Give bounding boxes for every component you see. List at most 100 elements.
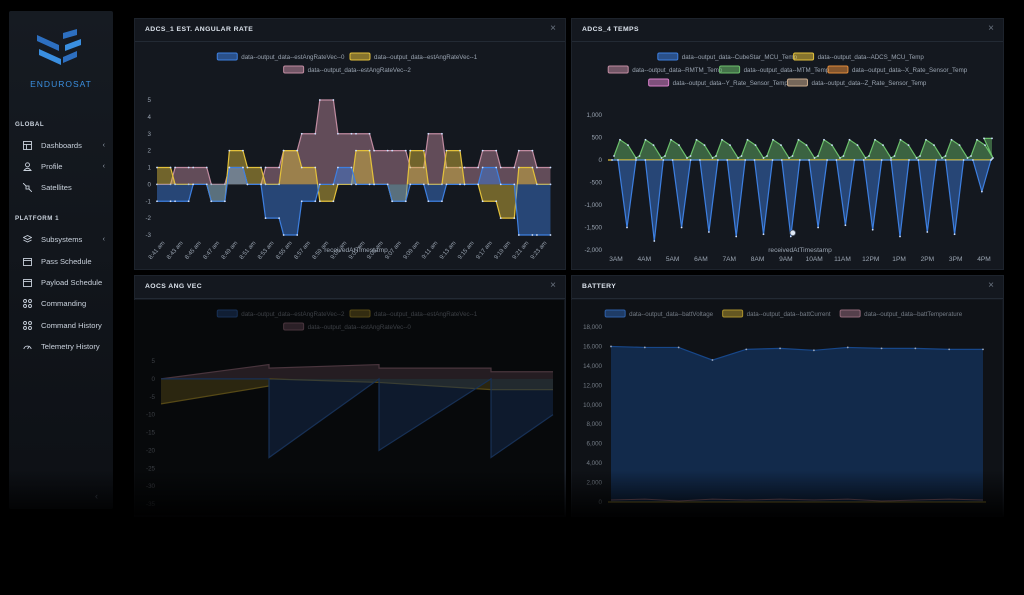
y-tick-label: 3	[148, 131, 152, 138]
y-tick-label: -2	[145, 215, 151, 222]
data-point	[264, 166, 267, 169]
data-point	[459, 149, 461, 152]
sidebar-item-commanding[interactable]: Commanding	[9, 295, 113, 311]
data-point	[536, 166, 538, 169]
data-point	[944, 159, 947, 161]
data-point	[823, 138, 825, 141]
data-point	[205, 183, 208, 186]
data-point	[899, 235, 901, 238]
data-point	[373, 183, 375, 186]
y-tick-label: -1	[145, 198, 151, 205]
data-point	[638, 155, 641, 157]
data-point	[441, 200, 443, 203]
data-point	[318, 183, 321, 186]
sidebar-item-dashboards[interactable]: Dashboards ‹	[9, 137, 113, 153]
data-point	[409, 183, 412, 186]
x-tick-label: 9:21 am	[512, 240, 531, 260]
series-area	[157, 100, 551, 185]
data-point	[187, 166, 190, 169]
data-point	[991, 137, 993, 140]
x-tick-label: 9:19 am	[494, 240, 513, 260]
data-point	[445, 183, 448, 186]
gauge-icon	[22, 341, 32, 351]
y-tick-label: 16,000	[583, 343, 602, 350]
y-tick-label: -1,000	[584, 202, 602, 209]
sidebar-item-satellites[interactable]: Satellites	[9, 179, 113, 195]
legend-swatch	[216, 52, 238, 61]
data-point	[517, 234, 520, 236]
data-point	[174, 183, 176, 186]
data-point	[174, 200, 176, 203]
data-point	[332, 99, 335, 101]
data-point	[441, 132, 443, 135]
y-tick-label: 12,000	[583, 382, 602, 389]
panel-battery: BATTERY × data--output_data--battVoltage…	[571, 275, 1004, 517]
legend-label: data--output_data--battVoltage	[629, 311, 713, 318]
sidebar-item-payload-schedule[interactable]: Payload Schedule	[9, 274, 113, 290]
data-point	[788, 157, 790, 159]
panel-title: ADCS_1 EST. ANGULAR RATE	[145, 26, 254, 33]
data-point	[318, 99, 321, 101]
data-point	[613, 155, 615, 157]
collapse-sidebar-icon[interactable]: ‹	[95, 491, 98, 501]
close-icon[interactable]: ×	[550, 280, 556, 291]
data-point	[156, 166, 158, 169]
legend-swatch	[827, 65, 849, 74]
chevron-left-icon: ‹	[102, 235, 105, 243]
panel-aocs-ang-vec: AOCS ANG VEC × data--output_data--estAng…	[134, 275, 566, 517]
close-icon[interactable]: ×	[988, 280, 994, 291]
data-point	[880, 159, 883, 161]
legend-swatch	[283, 322, 305, 331]
data-point	[864, 157, 867, 159]
y-tick-label: 0	[148, 181, 152, 188]
legend-label: data--output_data--estAngRateVec--0	[241, 54, 345, 61]
y-tick-label: -20	[146, 447, 156, 454]
x-tick-label: 8:41 am	[148, 240, 167, 260]
x-axis-title: receivedAtTimestamp	[324, 247, 388, 254]
data-point	[242, 166, 244, 169]
legend-swatch	[283, 65, 305, 74]
close-icon[interactable]: ×	[550, 23, 556, 34]
legend-swatch	[648, 78, 670, 87]
x-axis-title: receivedAtTimestamp	[768, 247, 832, 254]
data-point	[422, 166, 425, 169]
data-point	[459, 166, 461, 169]
data-point	[391, 149, 394, 152]
data-point	[300, 132, 303, 135]
sidebar-item-subsystems[interactable]: Subsystems ‹	[9, 231, 113, 247]
data-point	[941, 157, 943, 159]
cubestar-mcu-temp-area	[612, 159, 992, 241]
data-point	[228, 166, 231, 169]
data-point	[355, 149, 357, 152]
data-point	[771, 159, 774, 161]
sidebar-item-pass-schedule[interactable]: Pass Schedule	[9, 253, 113, 269]
data-point	[899, 138, 902, 141]
data-point	[332, 183, 335, 186]
data-point	[314, 166, 317, 169]
data-point	[174, 166, 176, 169]
data-point	[670, 138, 672, 141]
data-point	[826, 159, 828, 161]
sidebar-item-command-history[interactable]: Command History	[9, 317, 113, 333]
data-point	[187, 200, 190, 203]
data-point	[350, 183, 353, 186]
data-point	[169, 200, 172, 203]
data-point	[893, 155, 896, 157]
data-point	[689, 155, 692, 157]
close-icon[interactable]: ×	[988, 23, 994, 34]
data-point	[817, 226, 819, 229]
data-point	[970, 155, 972, 157]
legend-label: data--output_data--MTM_Temp	[744, 67, 830, 74]
data-point	[531, 234, 534, 236]
data-point	[337, 132, 339, 135]
chart-aocs-ang-vec: data--output_data--estAngRateVec--2 data-…	[146, 309, 554, 508]
sidebar-item-label: Pass Schedule	[41, 256, 92, 266]
sidebar-item-profile[interactable]: Profile ‹	[9, 158, 113, 174]
sidebar-item-telemetry-history[interactable]: Telemetry History	[9, 338, 113, 354]
panel-divider	[135, 298, 565, 299]
data-point	[726, 159, 729, 161]
y-tick-label: 1,000	[587, 112, 603, 119]
x-tick-label: 4AM	[638, 256, 652, 263]
data-point	[717, 159, 719, 161]
data-point	[981, 190, 983, 193]
